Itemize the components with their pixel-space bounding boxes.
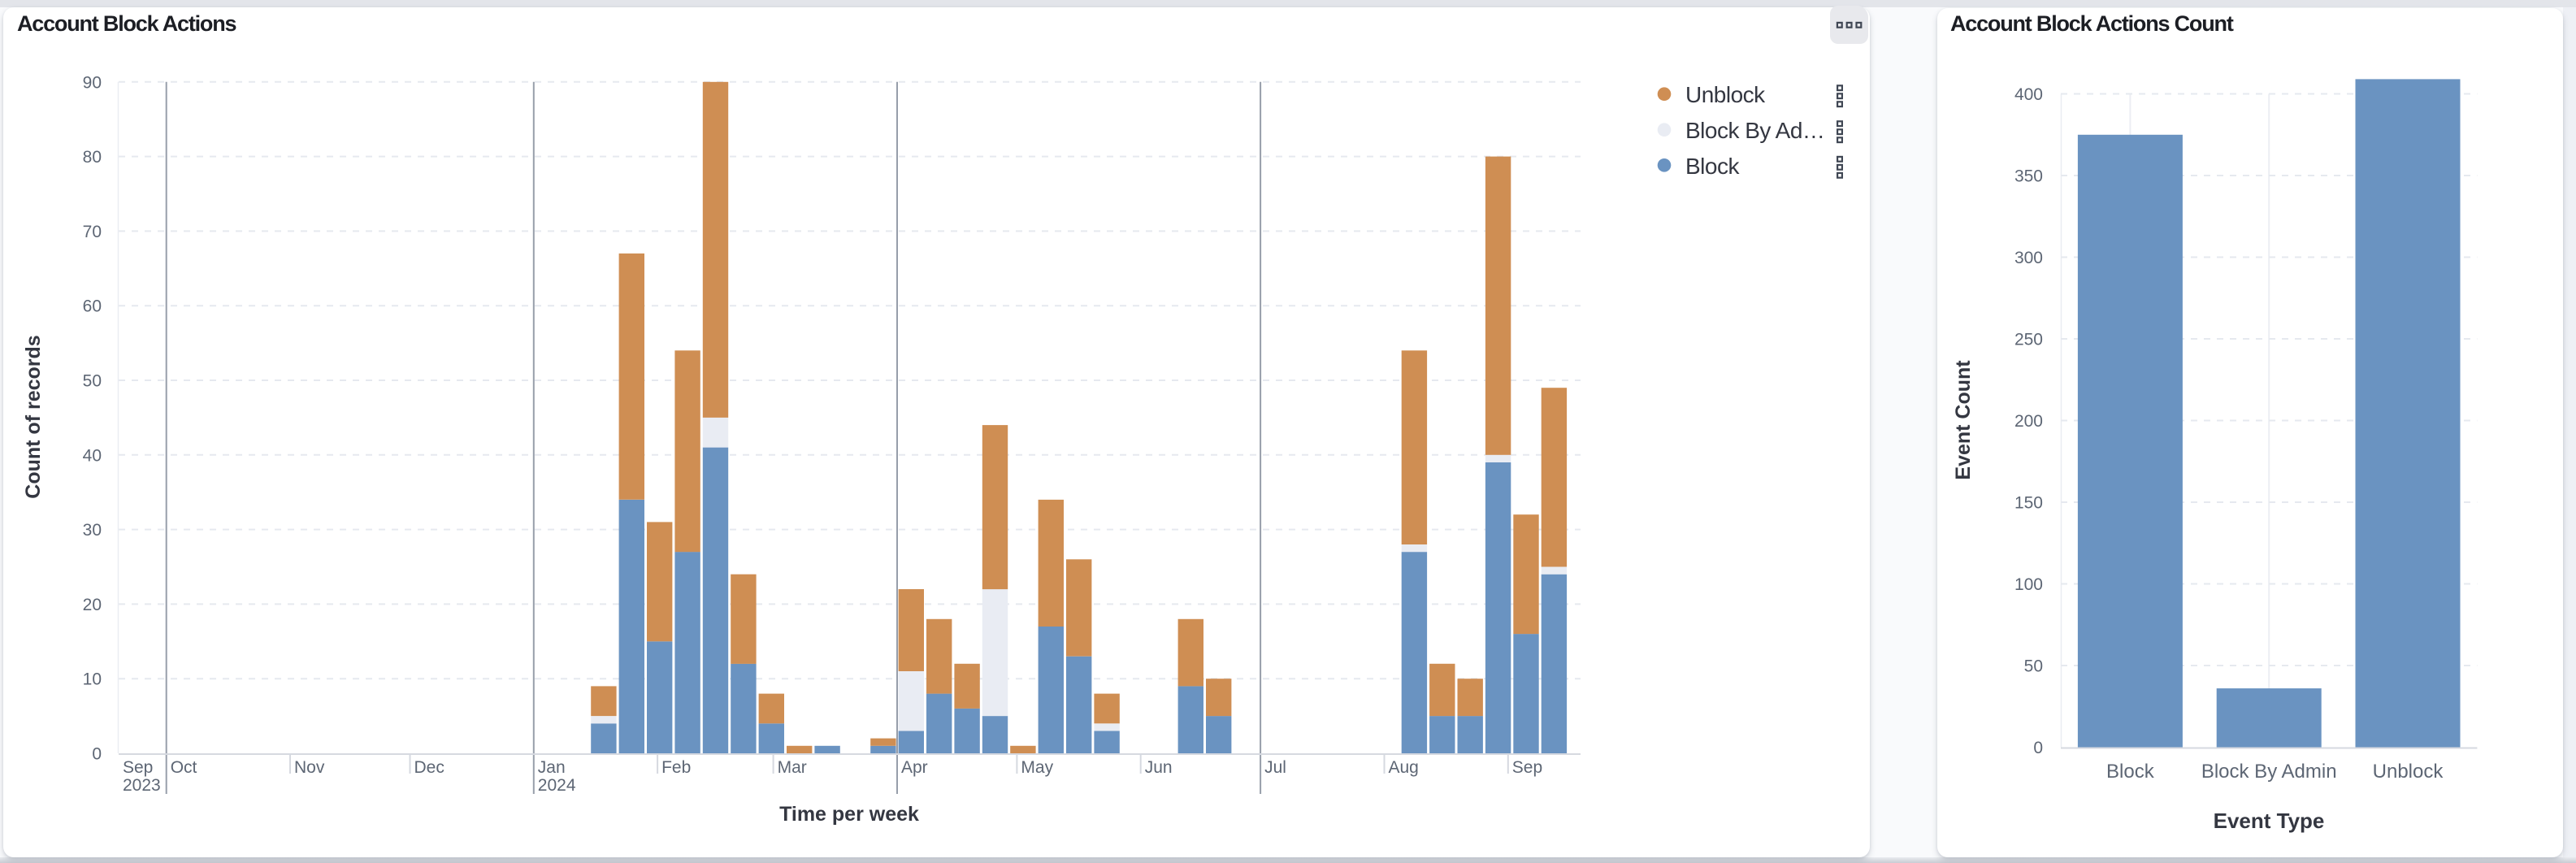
svg-text:30: 30	[83, 521, 102, 540]
svg-text:300: 300	[2014, 249, 2043, 267]
svg-text:100: 100	[2014, 575, 2043, 594]
svg-text:Sep: Sep	[1512, 758, 1542, 777]
svg-text:Nov: Nov	[294, 758, 325, 777]
svg-text:Feb: Feb	[661, 758, 691, 777]
svg-text:0: 0	[92, 745, 102, 764]
svg-text:80: 80	[83, 148, 102, 167]
svg-text:2023: 2023	[123, 776, 161, 795]
svg-text:2024: 2024	[538, 776, 576, 795]
svg-text:Dec: Dec	[414, 758, 445, 777]
svg-text:150: 150	[2014, 494, 2043, 513]
svg-text:350: 350	[2014, 167, 2043, 186]
svg-text:40: 40	[83, 446, 102, 465]
svg-text:Unblock: Unblock	[1685, 82, 1766, 107]
svg-text:50: 50	[83, 372, 102, 391]
svg-text:200: 200	[2014, 412, 2043, 431]
svg-text:Oct: Oct	[171, 758, 197, 777]
svg-text:Count of records: Count of records	[22, 335, 45, 498]
svg-text:Mar: Mar	[778, 758, 807, 777]
svg-text:Aug: Aug	[1389, 758, 1419, 777]
svg-text:Apr: Apr	[901, 758, 928, 777]
svg-text:70: 70	[83, 223, 102, 241]
svg-text:Jan: Jan	[538, 758, 566, 777]
svg-text:Account Block Actions: Account Block Actions	[17, 11, 236, 36]
svg-text:Block: Block	[1685, 154, 1740, 179]
svg-text:50: 50	[2024, 657, 2043, 676]
svg-text:Block: Block	[2106, 761, 2155, 783]
svg-text:Sep: Sep	[123, 758, 153, 777]
svg-text:60: 60	[83, 297, 102, 316]
svg-text:Event Type: Event Type	[2214, 809, 2325, 833]
svg-text:Account Block Actions Count: Account Block Actions Count	[1950, 11, 2234, 36]
svg-text:May: May	[1021, 758, 1053, 777]
svg-text:Block By Admin: Block By Admin	[2201, 761, 2337, 783]
svg-text:Unblock: Unblock	[2373, 761, 2444, 783]
svg-text:250: 250	[2014, 331, 2043, 349]
svg-text:Jul: Jul	[1264, 758, 1286, 777]
svg-text:Event Count: Event Count	[1952, 360, 1975, 480]
svg-text:400: 400	[2014, 85, 2043, 104]
svg-text:10: 10	[83, 670, 102, 689]
svg-text:0: 0	[2033, 739, 2043, 757]
svg-text:Time per week: Time per week	[779, 803, 919, 826]
svg-text:90: 90	[83, 73, 102, 92]
svg-text:Block By Ad…: Block By Ad…	[1685, 118, 1824, 143]
svg-text:20: 20	[83, 596, 102, 614]
svg-text:Jun: Jun	[1145, 758, 1173, 777]
